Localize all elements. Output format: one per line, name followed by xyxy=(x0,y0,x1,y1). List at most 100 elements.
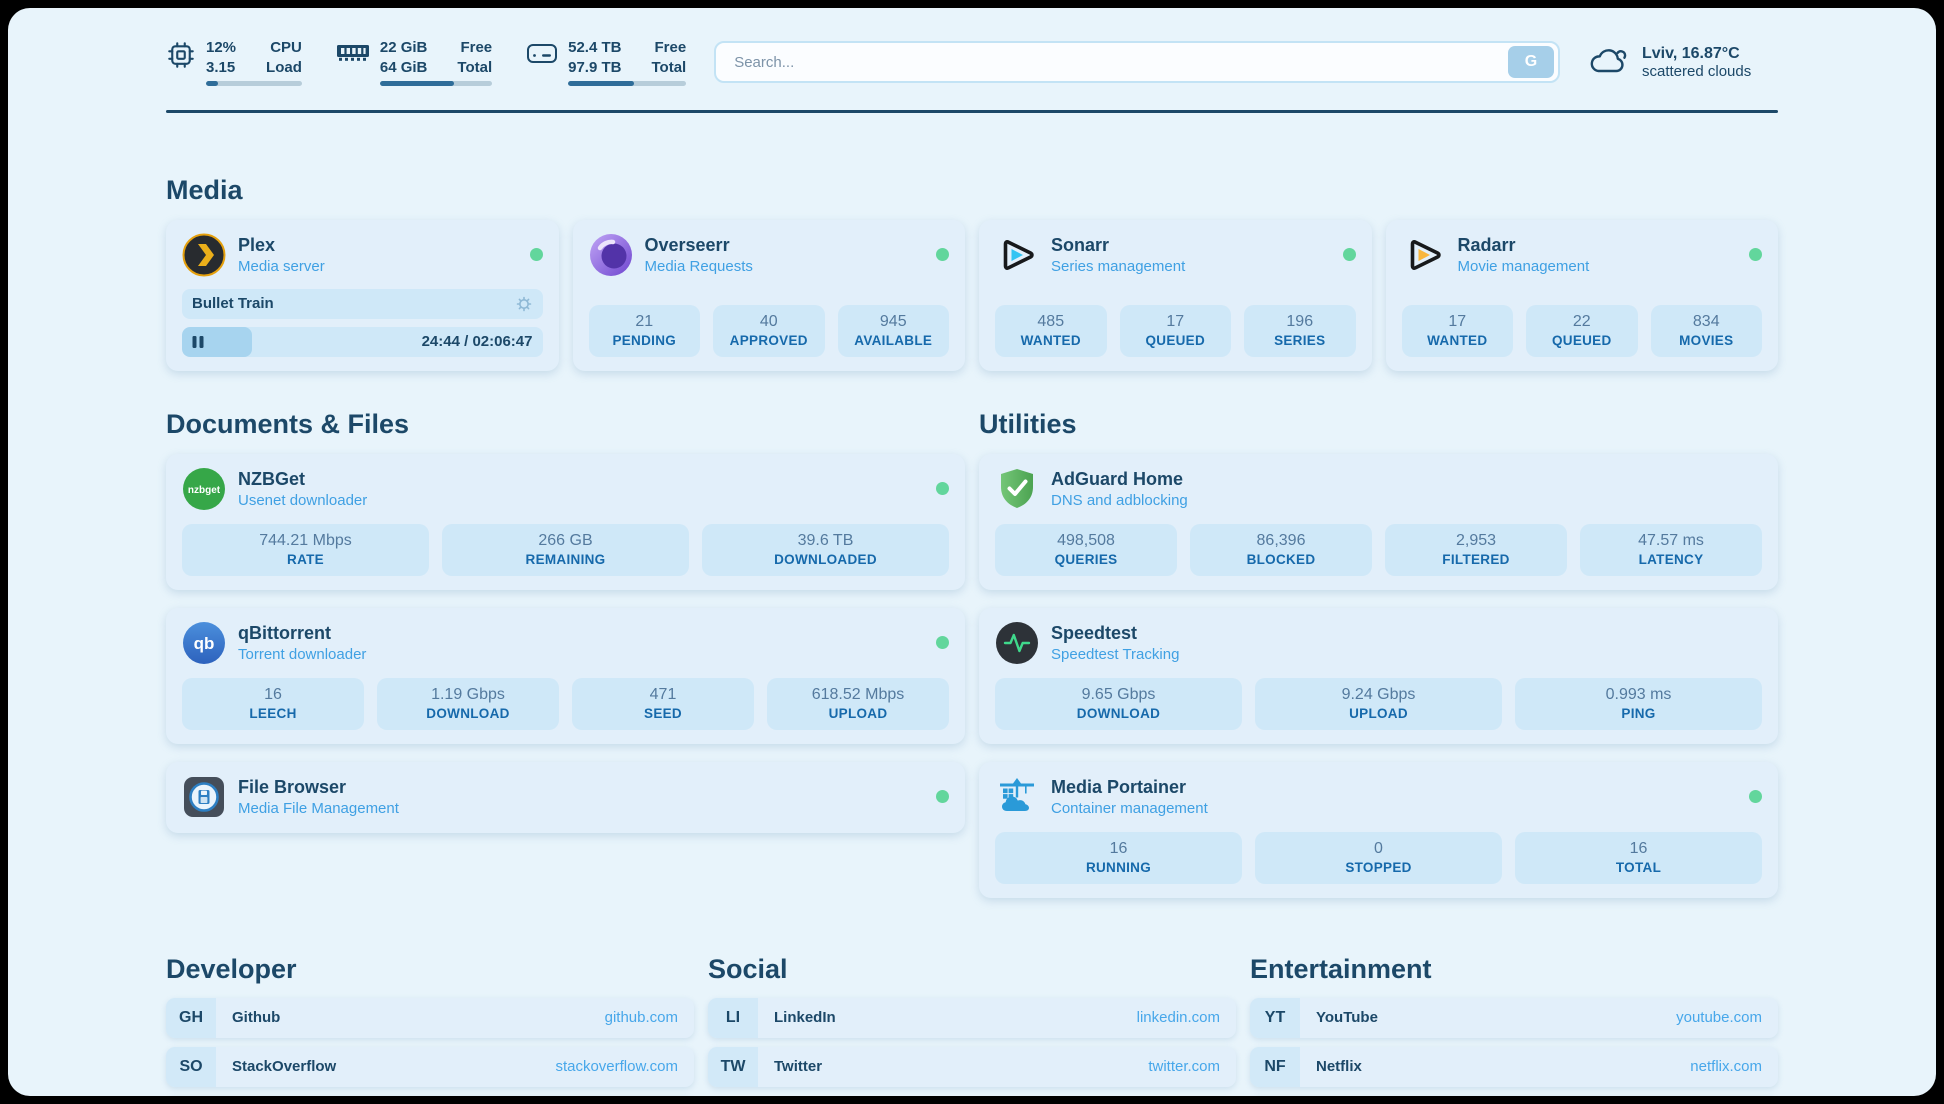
app-card-portainer[interactable]: Media Portainer Container management 16 … xyxy=(979,761,1778,898)
stat-wanted: 485 WANTED xyxy=(995,304,1107,357)
app-desc: Series management xyxy=(1051,257,1186,275)
stat-running: 16 RUNNING xyxy=(995,831,1242,884)
app-name: AdGuard Home xyxy=(1051,468,1184,489)
stat-download: 1.19 Gbps DOWNLOAD xyxy=(377,677,559,730)
app-desc: Torrent downloader xyxy=(238,645,367,663)
cpu-monitor: 12% CPU 3.15 Load xyxy=(166,38,302,86)
pause-icon[interactable] xyxy=(192,335,204,349)
now-playing-title: Bullet Train xyxy=(192,295,274,312)
stat-queries: 498,508 QUERIES xyxy=(995,523,1177,576)
status-badge xyxy=(936,482,949,495)
bookmark-stackoverflow[interactable]: SO StackOverflow stackoverflow.com xyxy=(166,1046,694,1087)
app-card-speedtest[interactable]: Speedtest Speedtest Tracking 9.65 Gbps D… xyxy=(979,607,1778,744)
app-card-plex[interactable]: Plex Media server Bullet Train xyxy=(166,219,559,371)
search-input[interactable] xyxy=(732,52,1508,72)
disk-total-label: Total xyxy=(651,58,687,76)
stat-downloaded: 39.6 TB DOWNLOADED xyxy=(702,523,949,576)
memory-total-value: 64 GiB xyxy=(379,58,428,76)
stat-available: 945 AVAILABLE xyxy=(837,304,949,357)
app-card-radarr[interactable]: Radarr Movie management 17 WANTED 22 QUE… xyxy=(1385,219,1778,371)
app-desc: Media server xyxy=(238,257,325,275)
app-card-adguard[interactable]: AdGuard Home DNS and adblocking 498,508 … xyxy=(979,453,1778,590)
cpu-usage-label: CPU xyxy=(270,39,302,56)
status-badge xyxy=(936,790,949,803)
stat-total: 16 TOTAL xyxy=(1515,831,1762,884)
stat-upload: 9.24 Gbps UPLOAD xyxy=(1255,677,1502,730)
status-badge xyxy=(936,636,949,649)
bookmark-youtube[interactable]: YT YouTube youtube.com xyxy=(1250,997,1778,1038)
utilities-column: Utilities AdGuard Home xyxy=(979,409,1778,898)
stat-queued: 17 QUEUED xyxy=(1119,304,1231,357)
cpu-load-value: 3.15 xyxy=(206,58,236,76)
portainer-icon xyxy=(995,775,1039,819)
weather-widget: Lviv, 16.87°C scattered clouds xyxy=(1588,43,1778,82)
app-desc: Media File Management xyxy=(238,799,399,817)
top-bar: 12% CPU 3.15 Load xyxy=(166,38,1778,86)
gear-icon[interactable] xyxy=(515,295,533,313)
svg-text:nzbget: nzbget xyxy=(188,485,221,496)
adguard-icon xyxy=(995,467,1039,511)
status-badge xyxy=(529,248,543,261)
playback-time: 24:44 / 02:06:47 xyxy=(421,333,533,350)
app-name: Radarr xyxy=(1457,234,1516,255)
plex-icon xyxy=(182,233,226,277)
app-desc: Media Requests xyxy=(644,257,753,275)
stat-latency: 47.57 ms LATENCY xyxy=(1580,523,1762,576)
app-desc: Speedtest Tracking xyxy=(1051,645,1180,663)
status-badge xyxy=(1342,248,1356,261)
cpu-icon xyxy=(166,40,196,75)
playback-progress-bar: 24:44 / 02:06:47 xyxy=(182,326,543,357)
dashboard: 12% CPU 3.15 Load xyxy=(8,8,1936,1096)
app-card-overseerr[interactable]: Overseerr Media Requests 21 PENDING 40 A… xyxy=(572,219,965,371)
bookmark-dev[interactable]: DT DEV dev.to xyxy=(166,1095,694,1096)
app-desc: DNS and adblocking xyxy=(1051,491,1188,509)
app-card-qbittorrent[interactable]: qb qBittorrent Torrent downloader 16 LEE… xyxy=(166,607,965,744)
bookmark-linkedin[interactable]: LI LinkedIn linkedin.com xyxy=(708,997,1236,1038)
svg-text:qb: qb xyxy=(194,634,215,653)
app-card-nzbget[interactable]: nzbget NZBGet Usenet downloader 744.21 M… xyxy=(166,453,965,590)
stat-filtered: 2,953 FILTERED xyxy=(1385,523,1567,576)
system-monitors: 12% CPU 3.15 Load xyxy=(166,38,687,86)
app-name: Media Portainer xyxy=(1051,776,1187,797)
app-desc: Container management xyxy=(1051,799,1208,817)
search-engine-button[interactable]: G xyxy=(1508,46,1554,78)
cpu-usage-value: 12% xyxy=(206,39,237,56)
app-card-filebrowser[interactable]: File Browser Media File Management xyxy=(166,761,965,833)
stat-movies: 834 MOVIES xyxy=(1650,304,1762,357)
bookmark-reddit[interactable]: RE Reddit reddit.com xyxy=(1250,1095,1778,1096)
cloud-icon xyxy=(1588,43,1630,82)
memory-monitor: 22 GiB Free 64 GiB Total xyxy=(336,38,493,86)
weather-location-temp: Lviv, 16.87°C xyxy=(1642,44,1740,62)
speedtest-icon xyxy=(995,621,1039,665)
disk-total-value: 97.9 TB xyxy=(568,58,622,76)
app-name: Sonarr xyxy=(1051,234,1110,255)
header-divider xyxy=(166,110,1778,113)
cpu-progress-bar xyxy=(206,81,302,86)
documents-column: Documents & Files nzbget NZBGet Usenet d… xyxy=(166,409,965,833)
app-name: Overseerr xyxy=(644,234,730,255)
disk-icon xyxy=(526,40,558,73)
app-name: Plex xyxy=(238,234,276,255)
memory-free-value: 22 GiB xyxy=(379,39,428,56)
bookmark-netflix[interactable]: NF Netflix netflix.com xyxy=(1250,1046,1778,1087)
disk-progress-bar xyxy=(568,81,687,86)
bookmark-twitter[interactable]: TW Twitter twitter.com xyxy=(708,1046,1236,1087)
bookmarks-entertainment: Entertainment YT YouTube youtube.com NF … xyxy=(1250,954,1778,1096)
status-badge xyxy=(1749,248,1762,261)
app-card-sonarr[interactable]: Sonarr Series management 485 WANTED 17 Q… xyxy=(979,219,1372,371)
memory-icon xyxy=(336,40,370,72)
disk-free-value: 52.4 TB xyxy=(568,39,622,56)
section-title-media: Media xyxy=(166,174,243,205)
search-bar: G xyxy=(714,41,1560,83)
app-desc: Usenet downloader xyxy=(238,491,368,509)
bookmark-github[interactable]: GH Github github.com xyxy=(166,997,694,1038)
app-desc: Movie management xyxy=(1457,257,1590,275)
stat-approved: 40 APPROVED xyxy=(713,304,825,357)
stat-ping: 0.993 ms PING xyxy=(1515,677,1762,730)
section-title-documents: Documents & Files xyxy=(166,408,410,439)
stat-seed: 471 SEED xyxy=(572,677,754,730)
stat-wanted: 17 WANTED xyxy=(1401,304,1513,357)
now-playing-row: Bullet Train xyxy=(182,288,543,319)
stat-upload: 618.52 Mbps UPLOAD xyxy=(767,677,949,730)
section-title-social: Social xyxy=(708,953,788,984)
